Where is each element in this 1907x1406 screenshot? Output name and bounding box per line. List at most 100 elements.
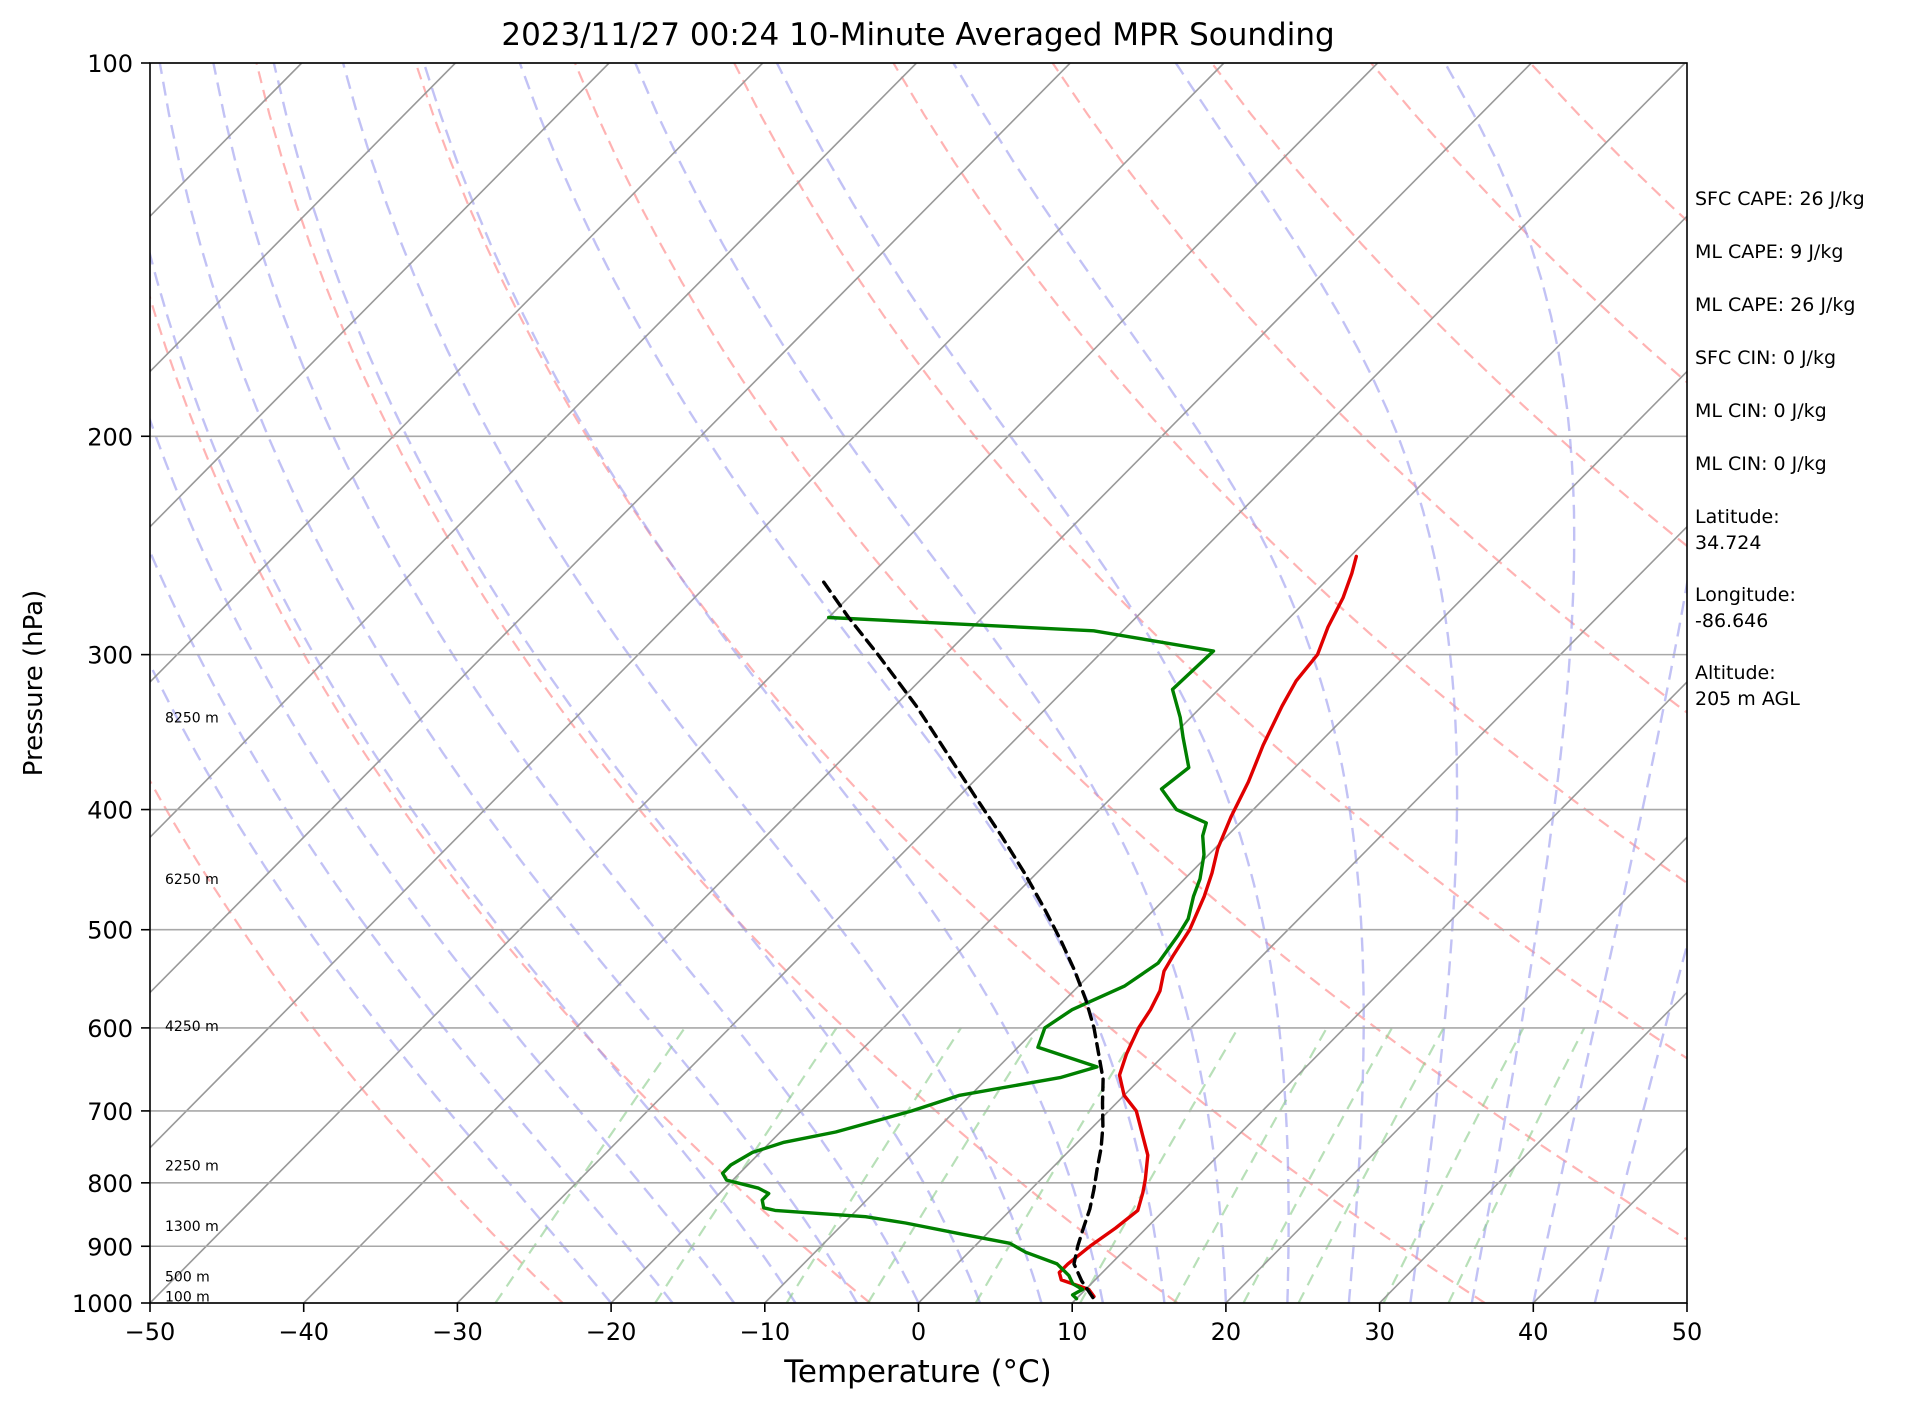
latitude-value: 34.724 bbox=[1695, 532, 1762, 554]
mixing-ratio-line bbox=[654, 1027, 838, 1303]
moist-adiabat-line bbox=[150, 416, 736, 1303]
height-label: 100 m bbox=[165, 1289, 210, 1305]
height-label: 2250 m bbox=[165, 1159, 219, 1175]
y-tick-label: 600 bbox=[87, 1015, 133, 1043]
mixing-ratio-line bbox=[1297, 1027, 1445, 1303]
x-tick-label: 0 bbox=[911, 1318, 926, 1346]
y-axis-ticks: 1000 900 800 700 600 500 400 300 200 100 bbox=[72, 50, 150, 1318]
altitude-info: Altitude: 205 m AGL bbox=[1695, 660, 1900, 712]
latitude-info: Latitude: 34.724 bbox=[1695, 504, 1900, 556]
height-label: 4250 m bbox=[165, 1019, 219, 1035]
ml-cape-text: ML CAPE: 9 J/kg bbox=[1695, 241, 1844, 263]
moist-adiabat-line bbox=[341, 63, 1043, 1303]
mixing-ratio-line bbox=[1447, 1027, 1586, 1303]
height-labels: 100 m 500 m 1300 m 2250 m 4250 m 6250 m 8250 m bbox=[165, 710, 219, 1305]
isotherm-line bbox=[1379, 991, 1687, 1303]
longitude-label: Longitude: bbox=[1695, 584, 1796, 606]
x-tick-label: −40 bbox=[278, 1318, 329, 1346]
isotherm-line bbox=[764, 370, 1687, 1303]
isotherm-line bbox=[150, 63, 610, 528]
dry-adiabat-line bbox=[892, 63, 1687, 885]
x-tick-label: 50 bbox=[1672, 1318, 1703, 1346]
altitude-label: Altitude: bbox=[1695, 662, 1776, 684]
y-tick-label: 900 bbox=[87, 1233, 133, 1261]
dry-adiabat-line bbox=[150, 293, 871, 1303]
moist-adiabat-line bbox=[1532, 576, 1687, 1303]
dry-adiabat-line bbox=[255, 63, 1179, 1303]
isotherm-line bbox=[150, 63, 764, 684]
isotherm-line bbox=[150, 63, 918, 839]
x-tick-label: −10 bbox=[739, 1318, 790, 1346]
dry-adiabat-line bbox=[150, 778, 564, 1303]
height-label: 1300 m bbox=[165, 1219, 219, 1235]
isotherm-line bbox=[1225, 836, 1687, 1303]
x-tick-label: 10 bbox=[1057, 1318, 1088, 1346]
isotherm-line bbox=[150, 63, 1071, 994]
longitude-info: Longitude: -86.646 bbox=[1695, 582, 1900, 634]
y-tick-label: 100 bbox=[87, 50, 133, 78]
dry-adiabat-line bbox=[1051, 63, 1687, 714]
isotherm-line bbox=[303, 63, 1532, 1303]
dry-adiabat-line bbox=[733, 63, 1687, 1060]
moist-adiabat-line bbox=[150, 548, 674, 1303]
isotherm-line bbox=[150, 63, 1379, 1303]
mixing-ratio-line bbox=[1173, 1027, 1328, 1303]
reference-lines bbox=[150, 63, 1687, 1303]
y-tick-label: 700 bbox=[87, 1098, 133, 1126]
moist-adiabat-line bbox=[212, 63, 920, 1303]
moist-adiabat-line bbox=[518, 63, 1166, 1303]
height-label: 8250 m bbox=[165, 710, 219, 726]
mixing-ratio-line bbox=[974, 1027, 1141, 1303]
x-tick-label: 30 bbox=[1364, 1318, 1395, 1346]
chart-title: 2023/11/27 00:24 10-Minute Averaged MPR … bbox=[501, 17, 1334, 53]
moist-adiabat-line bbox=[634, 63, 1228, 1303]
ml-cape-text-2: ML CAPE: 26 J/kg bbox=[1695, 294, 1856, 316]
ml-cin-text: ML CIN: 0 J/kg bbox=[1695, 400, 1827, 422]
mixing-ratio-line bbox=[785, 1027, 962, 1303]
y-tick-label: 400 bbox=[87, 797, 133, 825]
parcel-line bbox=[818, 575, 1105, 1300]
x-tick-label: 20 bbox=[1211, 1318, 1242, 1346]
moist-adiabat-line bbox=[158, 63, 859, 1303]
moist-adiabat-line bbox=[952, 63, 1365, 1303]
sounding-info-panel: SFC CAPE: 26 J/kg ML CAPE: 9 J/kg ML CAP… bbox=[1695, 186, 1900, 738]
isotherm-line bbox=[610, 215, 1687, 1303]
mixing-ratio-line bbox=[1382, 1027, 1525, 1303]
isotherm-line bbox=[456, 63, 1686, 1303]
isotherm-line bbox=[150, 63, 456, 373]
y-tick-label: 200 bbox=[87, 423, 133, 451]
mixing-ratio-line bbox=[867, 1027, 1039, 1303]
mixing-ratio-line bbox=[494, 1027, 686, 1303]
longitude-value: -86.646 bbox=[1695, 610, 1769, 632]
x-tick-label: −20 bbox=[586, 1318, 637, 1346]
y-tick-label: 300 bbox=[87, 642, 133, 670]
moist-adiabat-line bbox=[272, 63, 982, 1303]
isotherm-line bbox=[1071, 680, 1687, 1303]
moist-adiabat-line bbox=[1174, 63, 1459, 1303]
dry-adiabat-line bbox=[414, 63, 1486, 1303]
sfc-cin-text: SFC CIN: 0 J/kg bbox=[1695, 347, 1837, 369]
sounding-series bbox=[720, 554, 1359, 1301]
dry-adiabat-line bbox=[573, 63, 1687, 1241]
moist-adiabat-line bbox=[150, 661, 613, 1303]
temperature-line bbox=[1057, 554, 1359, 1299]
x-axis-ticks: −50 −40 −30 −20 −10 0 10 20 30 40 50 bbox=[125, 1303, 1703, 1346]
moist-adiabat-line bbox=[775, 63, 1290, 1303]
ml-cin-text-2: ML CIN: 0 J/kg bbox=[1695, 453, 1827, 475]
moist-adiabat-line bbox=[1443, 63, 1576, 1303]
x-tick-label: 40 bbox=[1518, 1318, 1549, 1346]
y-tick-label: 800 bbox=[87, 1170, 133, 1198]
moist-adiabat-line bbox=[422, 63, 1105, 1303]
isotherm-line bbox=[150, 63, 1225, 1149]
height-label: 6250 m bbox=[165, 872, 219, 888]
mixing-ratio-line bbox=[1079, 1027, 1240, 1303]
sfc-cape-text: SFC CAPE: 26 J/kg bbox=[1695, 188, 1865, 210]
y-tick-label: 1000 bbox=[72, 1290, 133, 1318]
dewpoint-line bbox=[720, 615, 1216, 1301]
y-tick-label: 500 bbox=[87, 917, 133, 945]
latitude-label: Latitude: bbox=[1695, 506, 1780, 528]
y-axis-label: Pressure (hPa) bbox=[19, 590, 49, 777]
height-label: 500 m bbox=[165, 1270, 210, 1286]
x-axis-label: Temperature (°C) bbox=[783, 1354, 1052, 1390]
